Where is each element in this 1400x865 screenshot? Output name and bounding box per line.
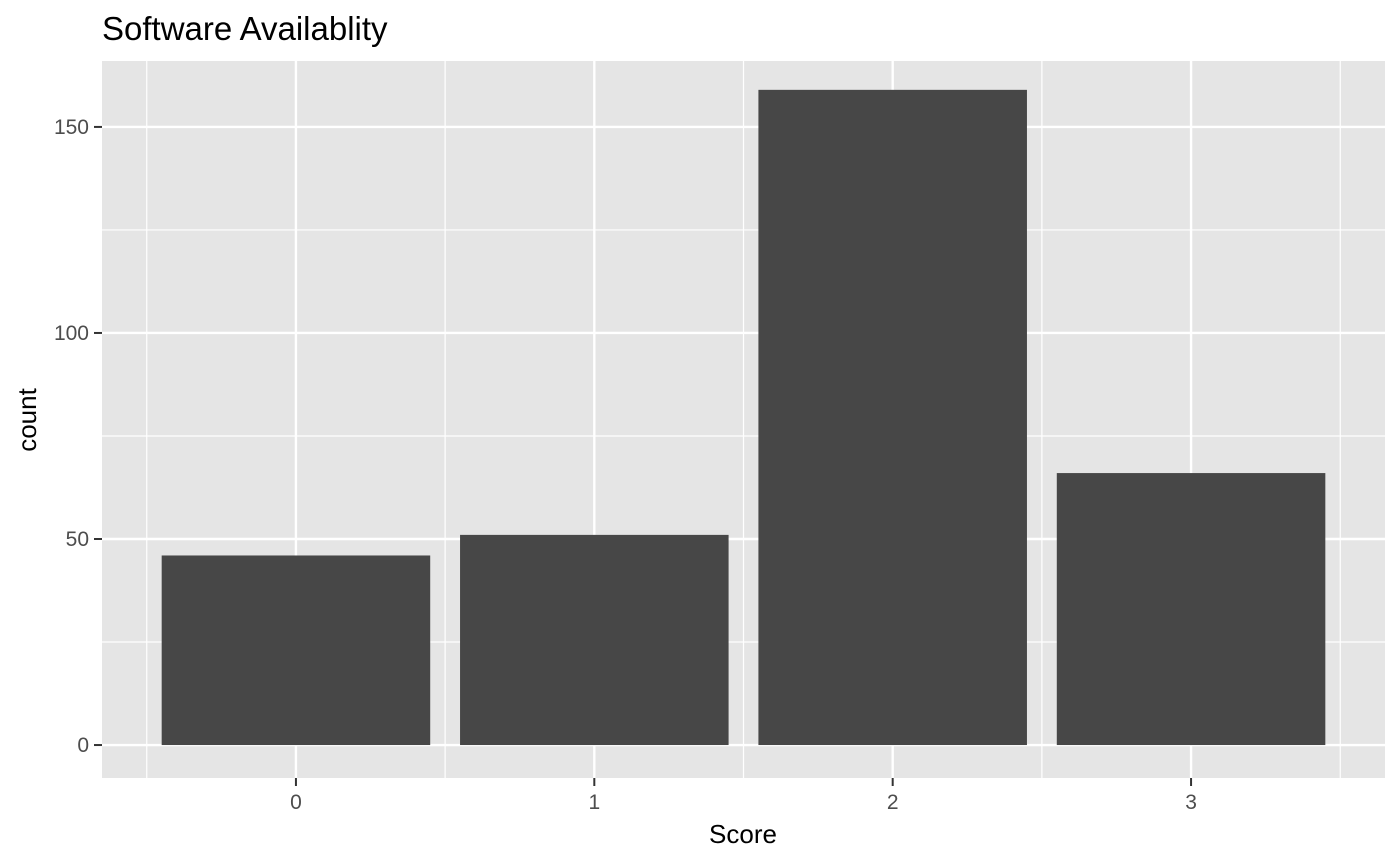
y-axis: 0 50 100 150	[54, 116, 102, 757]
x-tick-label: 3	[1185, 791, 1197, 814]
bar	[161, 555, 431, 746]
y-tick-label: 100	[54, 322, 89, 345]
y-tick-label: 50	[66, 528, 89, 551]
x-tick-label: 0	[290, 791, 302, 814]
x-tick-label: 1	[588, 791, 600, 814]
bars	[161, 89, 1326, 746]
chart-title: Software Availablity	[102, 10, 388, 47]
bar	[1056, 473, 1326, 746]
x-tick-label: 2	[887, 791, 899, 814]
x-axis: 0 1 2 3	[290, 778, 1197, 814]
y-tick-label: 0	[77, 734, 89, 757]
y-axis-title: count	[12, 387, 42, 451]
y-tick-label: 150	[54, 116, 89, 139]
bar	[758, 89, 1027, 746]
x-axis-title: Score	[709, 819, 777, 849]
bar	[460, 534, 729, 746]
